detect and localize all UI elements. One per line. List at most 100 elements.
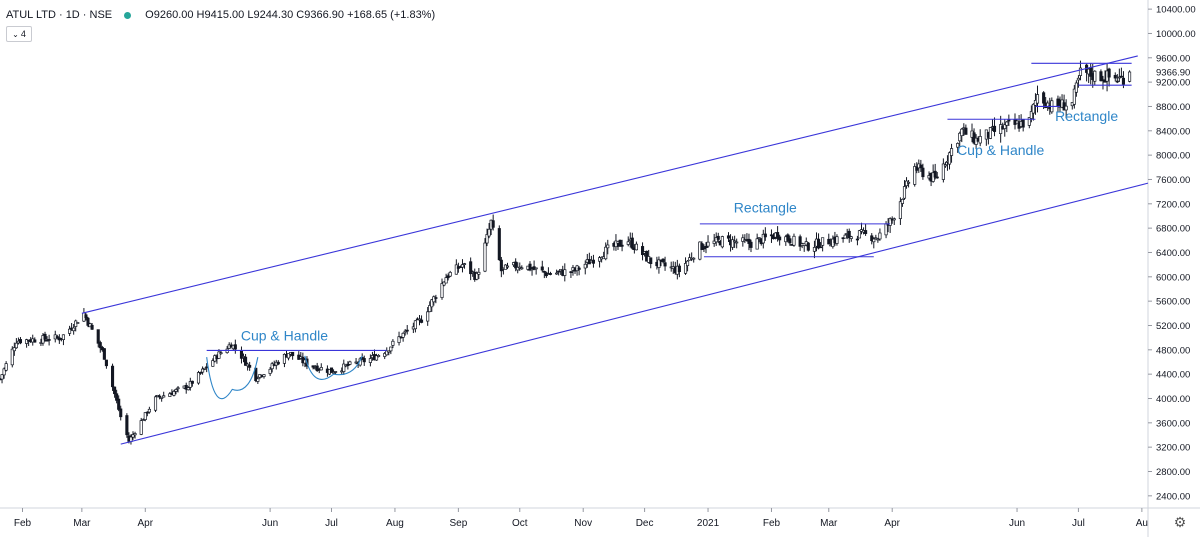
candle [33,337,37,343]
candle [301,352,305,367]
cup-curve [206,357,259,400]
candle [254,367,258,383]
candle [1117,68,1121,82]
candle [454,259,458,275]
candle [688,253,692,261]
candle [198,371,203,375]
candle [201,366,205,375]
candle [1074,80,1078,97]
candle [362,355,366,366]
candle [1050,97,1054,114]
candle [943,161,947,168]
candle [933,163,937,180]
candle [319,363,323,371]
candle [102,348,106,360]
candle [86,316,90,328]
y-tick-label: 6800.00 [1156,224,1190,235]
candle [18,337,23,345]
x-tick-label: Mar [820,518,838,529]
candle [311,365,315,370]
cup-curve [304,355,363,380]
candle [346,361,350,370]
candle [598,256,602,268]
candle [726,232,731,243]
candle [683,257,688,275]
candle [262,374,266,379]
candle [196,370,201,385]
candle [276,360,280,366]
candle [268,367,272,377]
candle [485,228,489,247]
candle [542,270,546,279]
candle [68,325,72,337]
candle [143,412,147,422]
y-tick-label: 10400.00 [1156,5,1196,16]
candle [941,158,945,183]
candle [96,329,100,348]
candle [2,367,6,379]
candle [460,259,465,273]
open-label: O [145,9,154,21]
x-tick-label: Aug [386,518,404,529]
candle [1064,99,1068,119]
candle [475,271,479,281]
candle [763,227,767,241]
trend-channel-line [81,55,1138,314]
pattern-annotation: Cup & Handle [957,142,1044,158]
x-tick-label: Nov [574,518,592,529]
candle [401,332,405,342]
candle [115,389,119,404]
candle [534,267,538,275]
candle [282,353,286,368]
candle [426,307,430,326]
candle [1119,67,1123,78]
candle [10,346,14,368]
candle [430,298,434,312]
candle [448,270,452,278]
candle [847,228,851,243]
candle [1031,103,1035,121]
x-tick-label: 2021 [697,518,720,529]
symbol-legend: ATUL LTD · 1D · NSE O9260.00 H9415.00 L9… [6,5,435,25]
candle [620,239,624,252]
candle [964,124,968,135]
candle [1115,74,1119,84]
indicator-count: 4 [20,29,26,39]
candle [915,162,919,174]
y-tick-label: 4800.00 [1156,345,1190,356]
candle [747,233,751,251]
high-label: H [196,9,205,21]
candle [735,238,739,249]
candle [239,346,244,364]
candle [117,395,121,412]
indicators-toggle[interactable]: ⌄ 4 [6,26,32,42]
candle [147,406,151,414]
y-tick-label: 5200.00 [1156,321,1190,332]
x-tick-label: Feb [14,518,32,529]
gear-icon[interactable]: ⚙ [1173,513,1187,530]
candle [827,233,831,245]
candle [919,159,923,172]
symbol-title[interactable]: ATUL LTD · 1D · NSE [6,9,113,21]
candle [657,256,661,274]
candle [387,350,391,356]
candle [821,237,825,252]
candle [540,260,544,273]
candle [153,395,158,413]
candle [731,236,735,250]
ohlc-values: O9260.00 H9415.00 L9244.30 C9366.90 +168… [145,9,435,21]
candle [583,260,587,275]
candle [548,271,553,276]
candle [133,431,137,439]
candle [835,234,839,246]
candle [55,334,59,340]
candle [145,411,149,417]
chevron-down-icon: ⌄ [12,29,19,39]
candle [158,394,162,400]
candle [14,338,18,349]
candle [577,266,581,276]
x-tick-label: Mar [73,518,91,529]
y-tick-label: 6400.00 [1156,248,1190,259]
